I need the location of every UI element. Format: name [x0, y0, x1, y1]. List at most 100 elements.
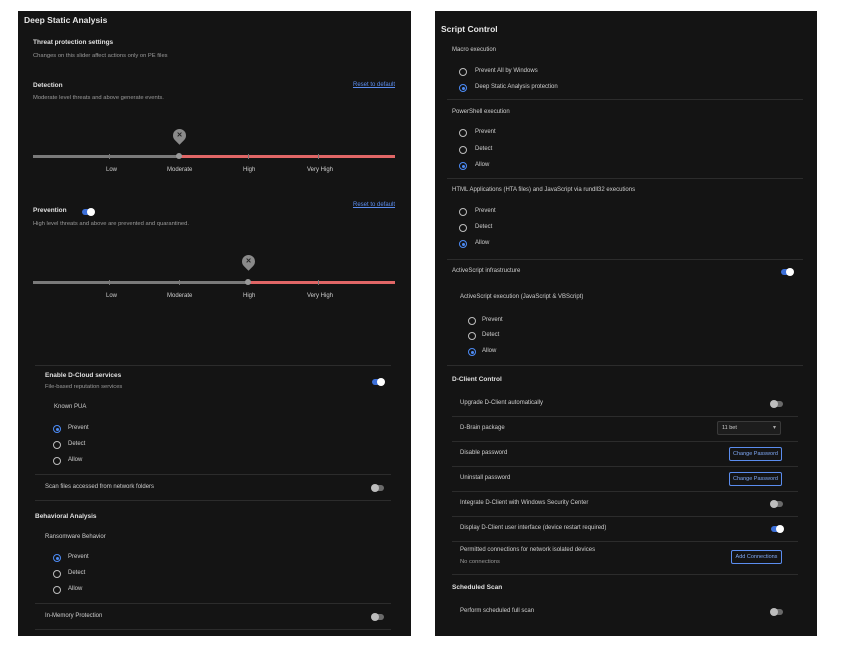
pua-radio-prevent[interactable] [53, 425, 61, 433]
scheduled-toggle[interactable] [770, 608, 783, 616]
divider [447, 99, 803, 100]
scheduled-label: Perform scheduled full scan [460, 608, 535, 614]
slider-tick [179, 280, 180, 285]
shield-marker-icon: ✕ [239, 252, 258, 271]
shield-marker-icon: ✕ [170, 126, 189, 145]
detection-reset-link[interactable]: Reset to default [353, 82, 396, 88]
activescript-radio-prevent[interactable] [468, 317, 476, 325]
slider-label: Low [106, 167, 118, 173]
radio-label: Prevent All by Windows [475, 68, 538, 74]
slider-label: Low [106, 293, 118, 299]
hta-radio-allow[interactable] [459, 240, 467, 248]
ransomware-heading: Ransomware Behavior [45, 534, 106, 540]
ransomware-radio-prevent[interactable] [53, 554, 61, 562]
divider [35, 500, 391, 501]
slider-label: Very High [307, 293, 334, 299]
change-uninstall-password-button[interactable]: Change Password [729, 472, 782, 486]
radio-label: Prevent [482, 317, 503, 323]
panel-title: Script Control [441, 24, 498, 34]
radio-label: Allow [475, 162, 490, 168]
wsc-toggle[interactable] [770, 500, 783, 508]
cloud-sub: File-based reputation services [45, 384, 123, 390]
network-scan-label: Scan files accessed from network folders [45, 484, 155, 490]
radio-label: Detect [482, 332, 500, 338]
brain-select[interactable]: 11 bet ▾ [717, 421, 781, 435]
divider [452, 466, 798, 467]
uninstall-password-label: Uninstall password [460, 475, 511, 481]
slider-label: Moderate [167, 167, 193, 173]
radio-label: Allow [68, 586, 83, 592]
dclient-heading: D-Client Control [452, 376, 502, 383]
slider-tick [109, 154, 110, 159]
powershell-heading: PowerShell execution [452, 109, 510, 115]
slider-tick [318, 280, 319, 285]
slider-tick [318, 154, 319, 159]
deep-static-analysis-panel: Deep Static Analysis Threat protection s… [18, 11, 411, 636]
display-ui-label: Display D-Client user interface (device … [460, 525, 607, 531]
display-ui-toggle[interactable] [771, 525, 784, 533]
threat-heading: Threat protection settings [33, 39, 114, 46]
macro-radio-dsa[interactable] [459, 84, 467, 92]
divider [35, 474, 391, 475]
permitted-label: Permitted connections for network isolat… [460, 547, 596, 553]
slider-tick [109, 280, 110, 285]
disable-password-label: Disable password [460, 450, 508, 456]
macro-heading: Macro execution [452, 47, 497, 53]
slider-track-low [33, 281, 248, 284]
pua-radio-detect[interactable] [53, 441, 61, 449]
activescript-radio-detect[interactable] [468, 332, 476, 340]
divider [35, 629, 391, 630]
radio-label: Detect [68, 441, 86, 447]
powershell-radio-allow[interactable] [459, 162, 467, 170]
ransomware-radio-detect[interactable] [53, 570, 61, 578]
activescript-toggle[interactable] [781, 268, 794, 276]
detection-sub: Moderate level threats and above generat… [33, 95, 164, 101]
cloud-heading: Enable D-Cloud services [45, 372, 122, 379]
scheduled-heading: Scheduled Scan [452, 584, 503, 591]
powershell-radio-detect[interactable] [459, 146, 467, 154]
pua-heading: Known PUA [54, 404, 87, 410]
radio-label: Allow [475, 240, 490, 246]
inmemory-toggle[interactable] [371, 613, 384, 621]
brain-label: D-Brain package [460, 425, 505, 431]
slider-handle[interactable] [176, 153, 182, 159]
radio-label: Deep Static Analysis protection [475, 84, 558, 90]
divider [452, 491, 798, 492]
activescript-radio-allow[interactable] [468, 348, 476, 356]
pua-radio-allow[interactable] [53, 457, 61, 465]
slider-track-high [248, 281, 395, 284]
macro-radio-prevent-all[interactable] [459, 68, 467, 76]
wsc-label: Integrate D-Client with Windows Security… [460, 500, 589, 506]
divider [35, 603, 391, 604]
divider [447, 365, 803, 366]
divider [35, 365, 391, 366]
radio-label: Allow [68, 457, 83, 463]
slider-label: Moderate [167, 293, 193, 299]
powershell-radio-prevent[interactable] [459, 129, 467, 137]
prevention-reset-link[interactable]: Reset to default [353, 202, 396, 208]
radio-label: Detect [68, 570, 86, 576]
prevention-toggle[interactable] [82, 208, 95, 216]
upgrade-toggle[interactable] [770, 400, 783, 408]
script-control-panel: Script Control Macro execution Prevent A… [435, 11, 817, 636]
chevron-down-icon: ▾ [772, 425, 776, 431]
network-scan-toggle[interactable] [371, 484, 384, 492]
behavioral-title: Behavioral Analysis [35, 513, 97, 520]
divider [452, 416, 798, 417]
add-connections-button[interactable]: Add Connections [731, 550, 782, 564]
radio-label: Detect [475, 224, 493, 230]
hta-radio-prevent[interactable] [459, 208, 467, 216]
radio-label: Prevent [68, 425, 89, 431]
activescript-heading: ActiveScript infrastructure [452, 268, 521, 274]
change-disable-password-button[interactable]: Change Password [729, 447, 782, 461]
radio-label: Prevent [68, 554, 89, 560]
ransomware-radio-allow[interactable] [53, 586, 61, 594]
slider-track-low [33, 155, 179, 158]
cloud-toggle[interactable] [372, 378, 385, 386]
divider [447, 178, 803, 179]
slider-label: Very High [307, 167, 334, 173]
hta-radio-detect[interactable] [459, 224, 467, 232]
slider-handle[interactable] [245, 279, 251, 285]
threat-sub: Changes on this slider affect actions on… [33, 53, 168, 59]
divider [452, 574, 798, 575]
